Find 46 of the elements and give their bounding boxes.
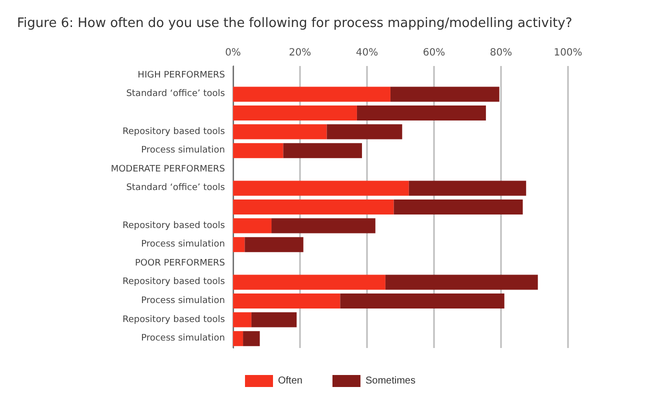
bar	[385, 274, 538, 290]
x-tick-label: 40%	[356, 48, 378, 58]
y-tick-label: Standard ‘office’ tools	[126, 89, 226, 100]
legend-label: Often	[278, 376, 302, 386]
bar	[394, 200, 523, 214]
y-tick-label: MODERATE PERFORMERS	[110, 164, 226, 174]
bar	[326, 124, 402, 140]
bar	[408, 180, 526, 196]
bar	[233, 218, 272, 234]
bar	[251, 312, 297, 328]
bar	[233, 312, 252, 328]
x-tick-label: 20%	[288, 48, 312, 58]
bar	[243, 331, 260, 346]
bar	[356, 106, 486, 120]
y-tick-label: Process simulation	[141, 240, 225, 250]
bar	[233, 274, 386, 290]
bar	[244, 237, 304, 252]
bar	[283, 143, 362, 158]
bar	[233, 86, 390, 102]
bar	[233, 294, 340, 308]
y-tick-label: Repository based tools	[122, 314, 226, 325]
bar	[233, 124, 327, 140]
y-tick-label: POOR PERFORMERS	[134, 258, 226, 268]
legend-label: Sometimes	[365, 376, 416, 386]
bar	[233, 143, 284, 158]
y-tick-label: Process simulation	[141, 146, 225, 156]
y-tick-label: Standard ‘office’ tools	[126, 183, 226, 194]
bar	[233, 200, 394, 214]
x-tick-label: 100%	[554, 48, 582, 58]
bar	[272, 218, 376, 234]
bar	[233, 331, 244, 346]
y-tick-label: Process simulation	[141, 296, 225, 306]
y-tick-label: Process simulation	[141, 334, 225, 344]
chart-title: Figure 6: How often do you use the following for process mapping/modelling activity?	[17, 16, 572, 31]
y-tick-label: HIGH PERFORMERS	[138, 70, 226, 80]
bar	[233, 106, 357, 120]
y-tick-label: Repository based tools	[122, 277, 226, 288]
bar	[233, 237, 245, 252]
bar	[390, 86, 500, 102]
y-tick-label: Repository based tools	[122, 126, 226, 137]
x-tick-label: 60%	[422, 48, 446, 58]
bar	[340, 294, 504, 308]
x-tick-label: 0%	[225, 48, 241, 58]
x-tick-label: 80%	[490, 48, 512, 58]
y-tick-label: Repository based tools	[122, 220, 226, 231]
bar	[233, 180, 409, 196]
